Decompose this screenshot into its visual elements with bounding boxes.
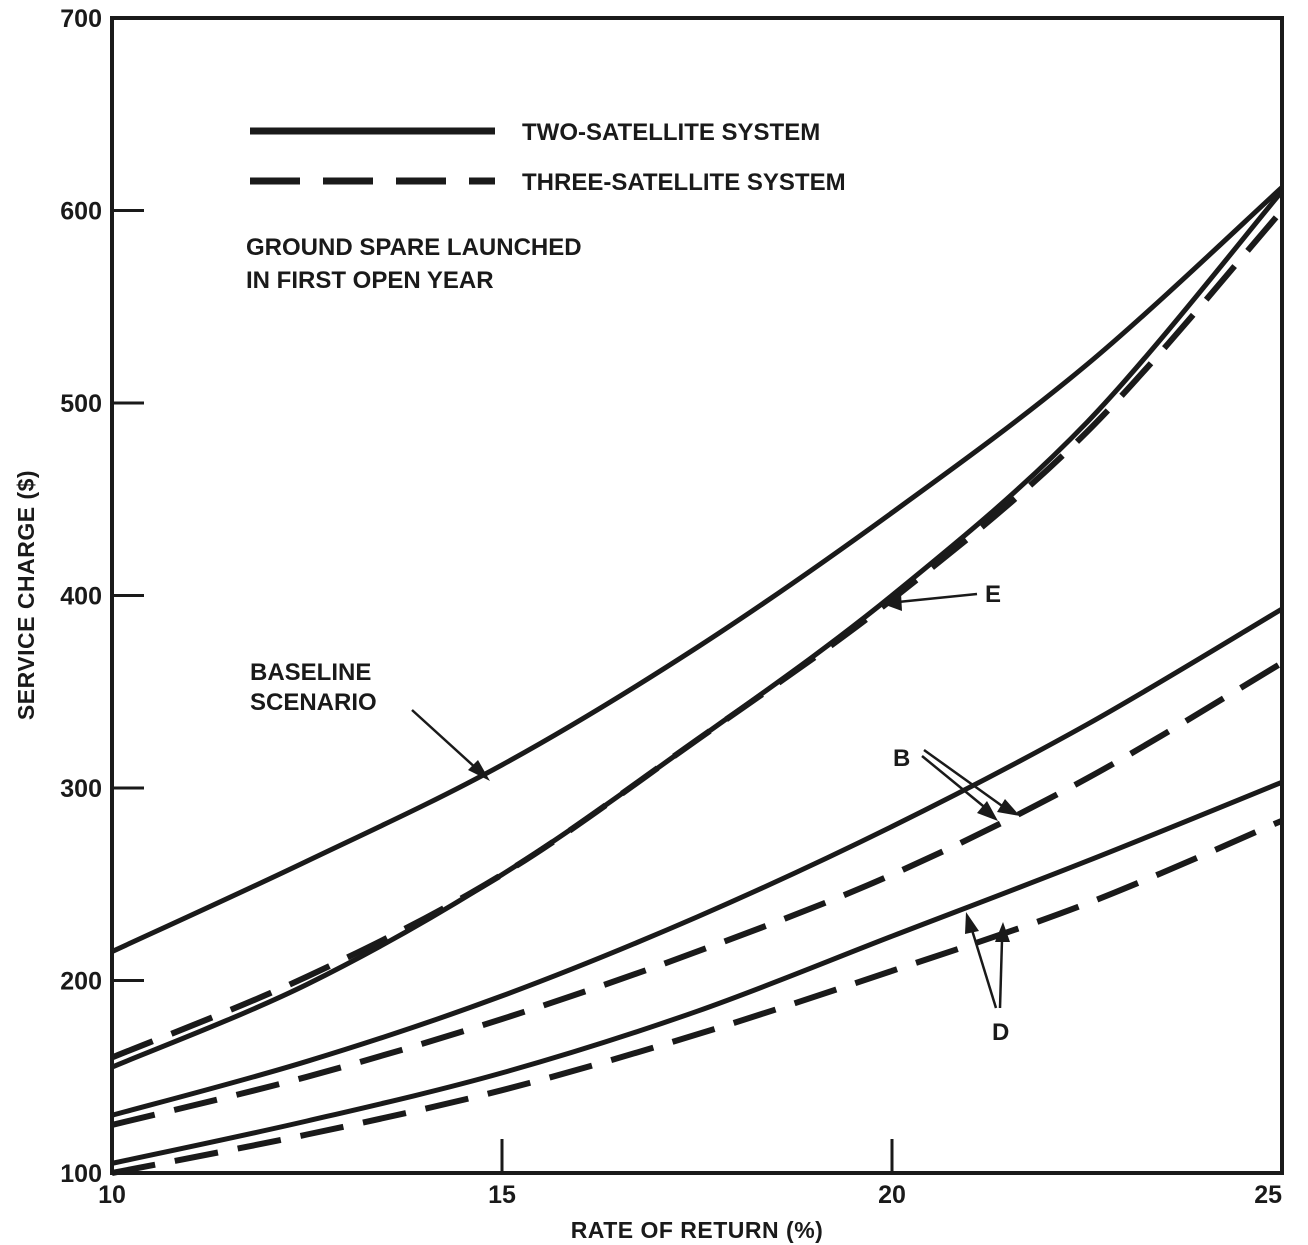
- note-line-1: GROUND SPARE LAUNCHED: [246, 234, 582, 261]
- x-tick-label: 25: [1254, 1181, 1282, 1209]
- arrow-d-left: [970, 929, 998, 1009]
- x-axis-title: RATE OF RETURN (%): [571, 1217, 824, 1243]
- x-tick-label: 20: [878, 1181, 906, 1209]
- baseline-label-line-2: SCENARIO: [250, 689, 377, 716]
- legend-label-three-satellite: THREE-SATELLITE SYSTEM: [522, 169, 846, 196]
- note-line-2: IN FIRST OPEN YEAR: [246, 267, 494, 294]
- series-line-3-dashed: [110, 208, 1285, 1061]
- y-tick-label: 500: [60, 390, 102, 418]
- series-line-1-solid: [110, 185, 1284, 954]
- arrow-baseline-head: [468, 760, 490, 781]
- series-line-5-dashed: [111, 660, 1284, 1128]
- arrow-e-head: [880, 593, 902, 611]
- arrow-e: [897, 592, 978, 604]
- arrow-b-upper-head: [997, 799, 1020, 816]
- annotation-e: E: [985, 581, 1001, 608]
- y-tick-label: 400: [60, 583, 102, 611]
- baseline-label-line-1: BASELINE: [250, 659, 371, 686]
- series-line-2-solid: [111, 189, 1284, 1070]
- arrow-b-lower: [921, 755, 989, 811]
- series-line-4-solid: [111, 606, 1284, 1118]
- x-tick-label: 10: [98, 1181, 126, 1209]
- arrow-b-lower-head: [977, 801, 998, 821]
- arrow-d-left-head: [965, 912, 979, 934]
- y-tick-label: 100: [60, 1160, 102, 1188]
- y-tick-label: 700: [60, 5, 102, 33]
- y-axis-title: SERVICE CHARGE ($): [13, 470, 39, 720]
- y-tick-label: 200: [60, 968, 102, 996]
- y-tick-label: 600: [60, 198, 102, 226]
- annotation-b: B: [893, 745, 910, 772]
- legend-label-two-satellite: TWO-SATELLITE SYSTEM: [522, 119, 820, 146]
- arrow-d-right-head: [995, 922, 1010, 942]
- arrow-b-upper: [923, 748, 1006, 810]
- arrow-d-right: [998, 939, 1004, 1009]
- x-tick-label: 15: [488, 1181, 516, 1209]
- annotation-d: D: [992, 1019, 1009, 1046]
- arrow-baseline: [411, 709, 479, 771]
- y-tick-label: 300: [60, 775, 102, 803]
- series-line-7-dashed: [111, 817, 1284, 1176]
- series-line-6-solid: [111, 779, 1283, 1166]
